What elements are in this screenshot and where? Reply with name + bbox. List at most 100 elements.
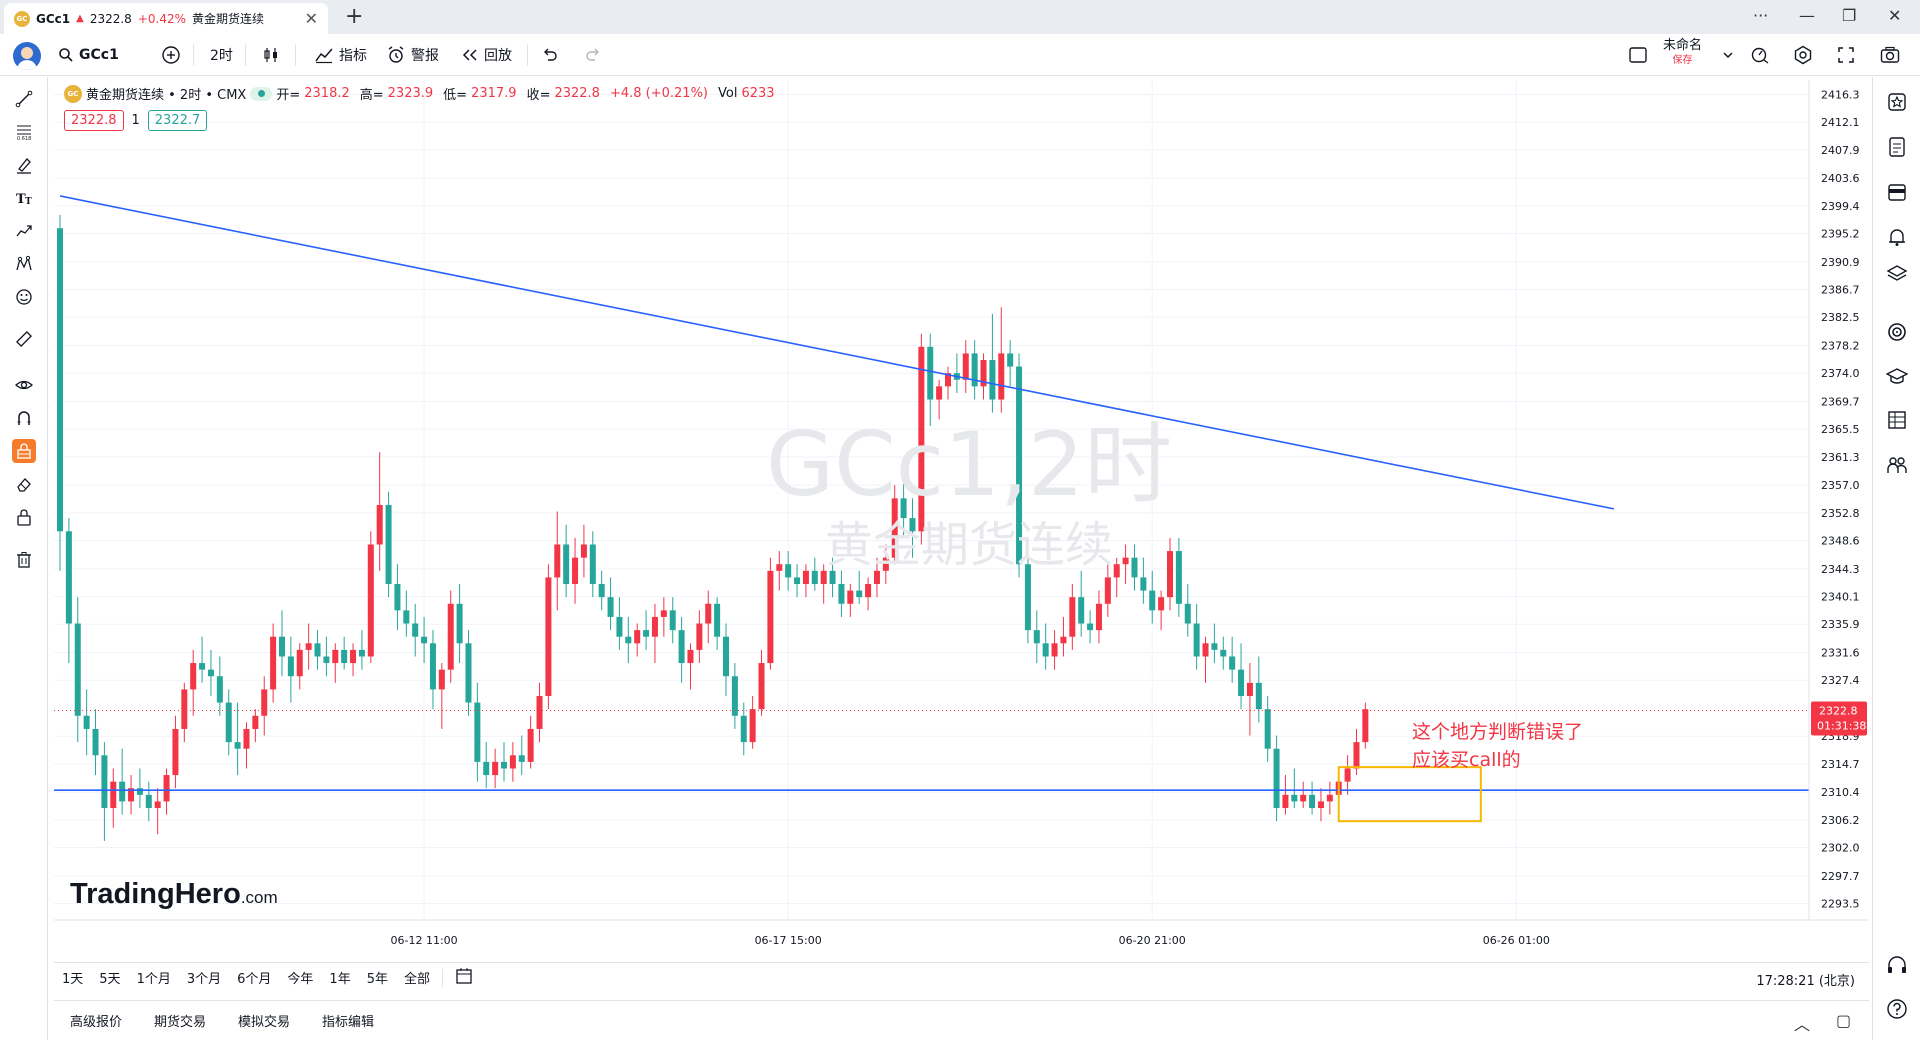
range-5d[interactable]: 5天 (99, 972, 121, 987)
candle-body (820, 570, 827, 584)
brush-tool[interactable] (12, 153, 36, 177)
price-tick-label: 2348.6 (1821, 535, 1860, 548)
stay-in-drawing-mode-tool[interactable] (12, 439, 36, 463)
candle-body (1300, 794, 1307, 802)
education-button[interactable] (1885, 365, 1909, 389)
indicators-button[interactable]: 指标 (314, 34, 367, 76)
price-tick-label: 2314.7 (1821, 758, 1860, 771)
fibonacci-tool[interactable]: 0.618 (12, 120, 36, 144)
range-1y[interactable]: 1年 (329, 972, 351, 987)
goto-date-button[interactable] (447, 967, 481, 989)
data-window-button[interactable] (1885, 408, 1909, 432)
symbol-search[interactable]: GCc1 (58, 34, 119, 76)
range-3m[interactable]: 3个月 (186, 972, 222, 987)
replay-button[interactable]: 回放 (461, 34, 512, 76)
candle-body (483, 761, 490, 776)
measure-tool[interactable] (12, 327, 36, 351)
chart-pane[interactable]: 2416.3 2412.1 2407.9 2403.6 2399.4 2395.2 2390… (54, 80, 1869, 957)
redo-button[interactable] (584, 34, 602, 76)
countdown-label: 01:31:38 (1817, 719, 1866, 732)
trendline-tool[interactable] (12, 87, 36, 111)
price-tick-label: 2335.9 (1821, 618, 1860, 631)
close-window-button[interactable]: ✕ (1888, 6, 1902, 25)
sell-price-button[interactable]: 2322.8 (64, 110, 124, 131)
calendar-button[interactable] (1885, 180, 1909, 204)
range-1d[interactable]: 1天 (62, 972, 84, 987)
candle-body (181, 689, 188, 729)
tab-futures-trading[interactable]: 期货交易 (154, 1015, 207, 1030)
magnet-tool[interactable] (12, 406, 36, 430)
undo-button[interactable] (541, 34, 559, 76)
more-options-icon[interactable]: ··· (1753, 6, 1769, 25)
range-5y[interactable]: 5年 (366, 972, 388, 987)
candle-body (385, 504, 392, 584)
range-6m[interactable]: 6个月 (237, 972, 272, 987)
target-button[interactable] (1885, 320, 1909, 344)
tab-advanced-quotes[interactable]: 高级报价 (70, 1015, 123, 1030)
legend-title[interactable]: 黄金期货连续 • 2时 • CMX (86, 88, 247, 103)
tab-paper-trading[interactable]: 模拟交易 (238, 1015, 291, 1030)
exchange-clock[interactable]: 17:28:21 (北京) (1756, 974, 1855, 989)
chart-type-button[interactable] (262, 34, 280, 76)
browser-tab[interactable]: GC GCc1 ▲ 2322.8 +0.42% 黄金期货连续 ✕ (4, 3, 328, 34)
quick-search-button[interactable] (1750, 34, 1770, 76)
buy-price-button[interactable]: 2322.7 (147, 110, 208, 131)
candle-body (207, 669, 214, 677)
layout-toggle[interactable] (1628, 34, 1648, 76)
range-ytd[interactable]: 今年 (287, 972, 314, 987)
candle-body (554, 544, 561, 578)
candle-body (998, 353, 1005, 400)
user-avatar[interactable] (13, 42, 41, 70)
candle-body (279, 636, 285, 657)
new-tab-button[interactable]: + (345, 4, 364, 29)
candle-body (270, 636, 277, 690)
candle-body (687, 649, 694, 664)
maximize-panel-icon[interactable]: ▢ (1836, 1011, 1852, 1030)
interval-selector[interactable]: 2时 (210, 34, 233, 76)
minimize-button[interactable]: — (1799, 6, 1815, 25)
candle-body (287, 656, 294, 677)
settings-button[interactable] (1793, 34, 1813, 76)
candle-body (296, 649, 303, 677)
hide-drawings-tool[interactable] (12, 373, 36, 397)
tab-pine-editor[interactable]: 指标编辑 (322, 1015, 375, 1030)
layout-name[interactable]: 未命名 保存 (1663, 38, 1702, 68)
watchlist-button[interactable] (1885, 90, 1909, 114)
collapse-panel-icon[interactable]: ︿ (1794, 1015, 1811, 1034)
pattern-tool[interactable] (12, 252, 36, 276)
details-button[interactable] (1885, 135, 1909, 159)
forecast-tool[interactable] (12, 219, 36, 243)
community-button[interactable] (1885, 453, 1909, 477)
close-tab-icon[interactable]: ✕ (304, 9, 318, 28)
emoji-tool[interactable] (12, 285, 36, 309)
range-1m[interactable]: 1个月 (136, 972, 171, 987)
eraser-tool[interactable] (12, 472, 36, 496)
range-all[interactable]: 全部 (403, 972, 430, 987)
fullscreen-button[interactable] (1837, 34, 1855, 76)
high-label: 高= (359, 88, 384, 103)
layout-menu-button[interactable] (1722, 34, 1734, 76)
candle-body (927, 346, 934, 400)
candle-body (678, 630, 685, 664)
alerts-panel-button[interactable] (1885, 225, 1909, 249)
price-chart[interactable]: 2416.3 2412.1 2407.9 2403.6 2399.4 2395.2 2390… (54, 80, 1869, 957)
help-center-button[interactable] (1885, 954, 1909, 978)
compare-symbol-button[interactable] (161, 34, 181, 76)
candle-body (1193, 623, 1200, 657)
trash-icon (17, 552, 31, 568)
price-tick-label: 2395.2 (1821, 228, 1860, 241)
delete-drawings-tool[interactable] (12, 548, 36, 572)
chart-annotation[interactable]: 这个地方判断错误了 应该买call的 (1412, 718, 1583, 774)
help-button[interactable] (1885, 997, 1909, 1021)
annotation-line-2: 应该买call的 (1412, 749, 1521, 771)
candle-body (350, 649, 357, 664)
lock-drawings-tool[interactable] (12, 505, 36, 529)
price-tick-label: 2386.7 (1821, 284, 1860, 297)
screenshot-button[interactable] (1880, 34, 1900, 76)
series-legend[interactable]: GC 黄金期货连续 • 2时 • CMX 开= 2318.2 高= 2323.9 低… (64, 84, 781, 103)
candle-body (936, 386, 943, 400)
object-tree-button[interactable] (1885, 262, 1909, 286)
restore-button[interactable]: ❐ (1842, 6, 1857, 25)
alerts-button[interactable]: 警报 (386, 34, 439, 76)
